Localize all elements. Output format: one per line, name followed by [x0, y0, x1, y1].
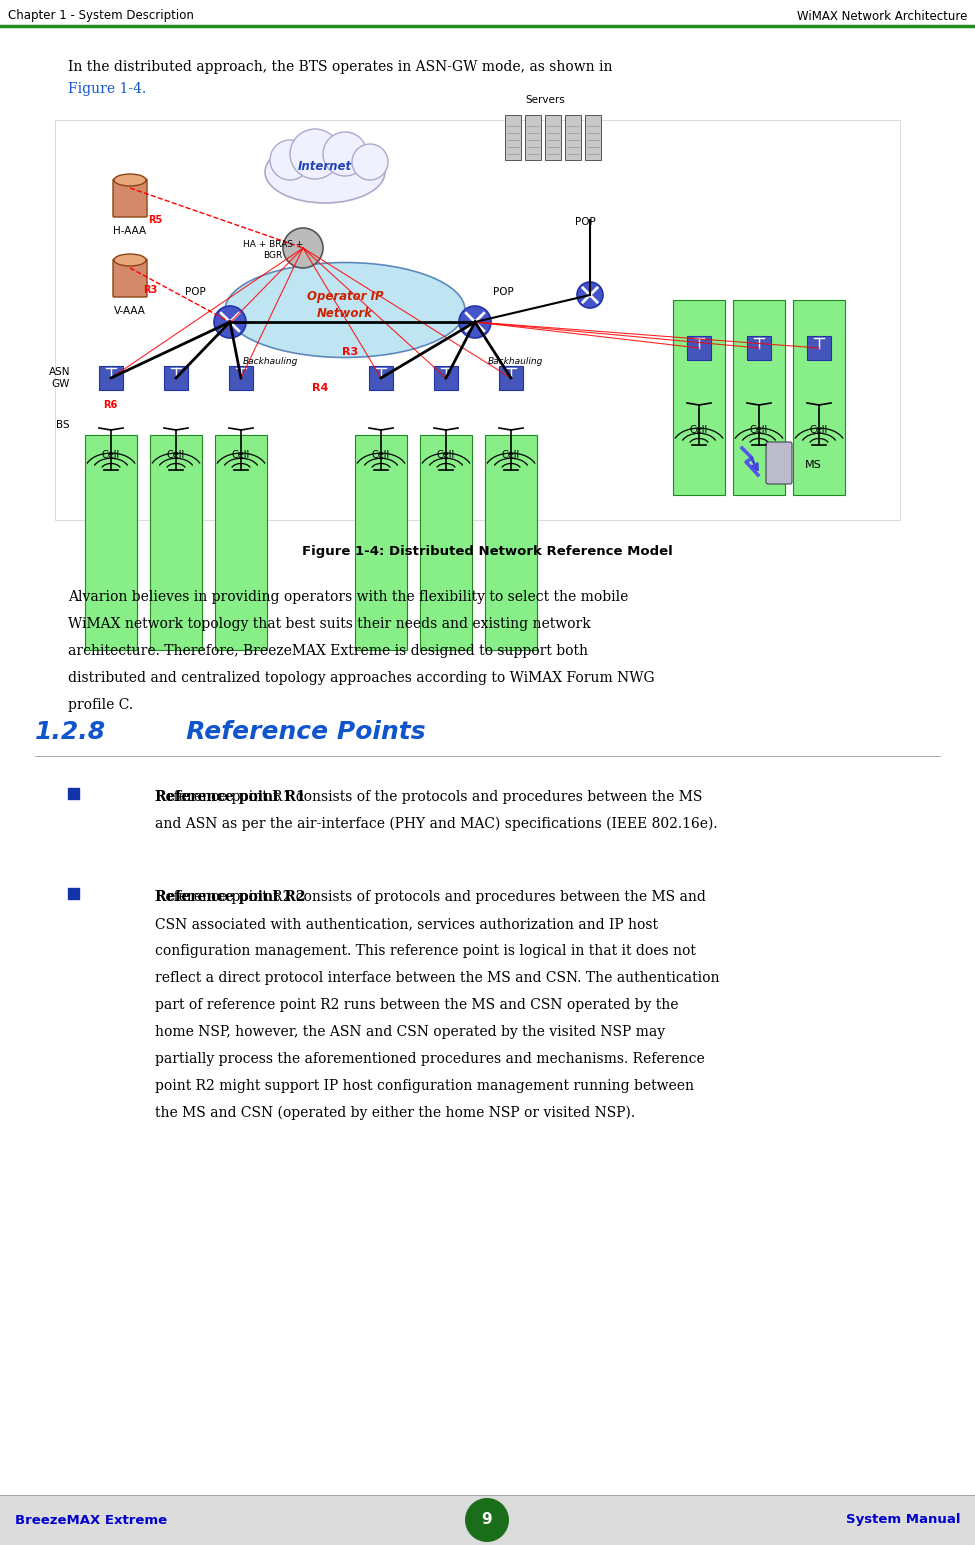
- Text: R5: R5: [148, 215, 162, 226]
- Text: Reference Points: Reference Points: [160, 720, 426, 745]
- Text: R6: R6: [103, 400, 117, 409]
- FancyBboxPatch shape: [113, 260, 147, 297]
- Text: 9: 9: [482, 1513, 492, 1528]
- FancyBboxPatch shape: [229, 366, 253, 389]
- FancyBboxPatch shape: [687, 335, 711, 360]
- FancyBboxPatch shape: [99, 366, 123, 389]
- Text: architecture. Therefore, BreezeMAX Extreme is designed to support both: architecture. Therefore, BreezeMAX Extre…: [68, 644, 588, 658]
- Text: home NSP, however, the ASN and CSN operated by the visited NSP may: home NSP, however, the ASN and CSN opera…: [155, 1024, 665, 1038]
- Text: Internet: Internet: [298, 161, 352, 173]
- Text: Figure 1-4: Distributed Network Reference Model: Figure 1-4: Distributed Network Referenc…: [301, 545, 673, 558]
- Text: V-AAA: V-AAA: [114, 306, 146, 317]
- Circle shape: [577, 283, 603, 307]
- FancyBboxPatch shape: [673, 300, 725, 494]
- Text: BreezeMAX Extreme: BreezeMAX Extreme: [15, 1514, 167, 1526]
- FancyBboxPatch shape: [733, 300, 785, 494]
- Text: Backhauling: Backhauling: [488, 357, 543, 366]
- FancyBboxPatch shape: [807, 335, 831, 360]
- FancyBboxPatch shape: [485, 436, 537, 650]
- Text: R3: R3: [143, 284, 157, 295]
- Text: Cell: Cell: [437, 450, 455, 460]
- Circle shape: [270, 141, 310, 181]
- Text: R4: R4: [312, 383, 329, 392]
- Text: Backhauling: Backhauling: [243, 357, 297, 366]
- Text: distributed and centralized topology approaches according to WiMAX Forum NWG: distributed and centralized topology app…: [68, 671, 654, 684]
- Text: Cell: Cell: [232, 450, 251, 460]
- Text: H-AAA: H-AAA: [113, 226, 146, 236]
- Text: point R2 might support IP host configuration management running between: point R2 might support IP host configura…: [155, 1078, 694, 1092]
- Ellipse shape: [114, 253, 146, 266]
- Text: Reference point R1: Reference point R1: [155, 789, 305, 803]
- Ellipse shape: [114, 175, 146, 185]
- FancyBboxPatch shape: [215, 436, 267, 650]
- FancyBboxPatch shape: [565, 114, 581, 161]
- Circle shape: [352, 144, 388, 181]
- Text: POP: POP: [574, 216, 596, 227]
- FancyBboxPatch shape: [68, 888, 79, 899]
- Text: Cell: Cell: [690, 425, 708, 436]
- Text: BS: BS: [57, 420, 70, 430]
- Text: part of reference point R2 runs between the MS and CSN operated by the: part of reference point R2 runs between …: [155, 998, 679, 1012]
- Text: System Manual: System Manual: [845, 1514, 960, 1526]
- Text: CSN associated with authentication, services authorization and IP host: CSN associated with authentication, serv…: [155, 918, 658, 932]
- FancyBboxPatch shape: [505, 114, 521, 161]
- Text: the MS and CSN (operated by either the home NSP or visited NSP).: the MS and CSN (operated by either the h…: [155, 1106, 635, 1120]
- Circle shape: [323, 131, 367, 176]
- FancyBboxPatch shape: [113, 179, 147, 216]
- Text: Operator IP
Network: Operator IP Network: [307, 290, 383, 320]
- FancyBboxPatch shape: [85, 436, 137, 650]
- Text: MS: MS: [805, 460, 822, 470]
- Text: Cell: Cell: [167, 450, 185, 460]
- Text: ASN
GW: ASN GW: [49, 368, 70, 389]
- Text: Cell: Cell: [750, 425, 768, 436]
- Text: 1.2.8: 1.2.8: [35, 720, 106, 745]
- Circle shape: [465, 1499, 509, 1542]
- Text: Cell: Cell: [101, 450, 120, 460]
- FancyBboxPatch shape: [585, 114, 601, 161]
- FancyBboxPatch shape: [355, 436, 407, 650]
- Text: Chapter 1 - System Description: Chapter 1 - System Description: [8, 9, 194, 23]
- FancyBboxPatch shape: [793, 300, 845, 494]
- FancyBboxPatch shape: [747, 335, 771, 360]
- Text: HA + BRAS +
BGR: HA + BRAS + BGR: [243, 239, 303, 260]
- Text: Figure 1-4.: Figure 1-4.: [68, 82, 146, 96]
- Text: Cell: Cell: [810, 425, 828, 436]
- Text: POP: POP: [184, 287, 206, 297]
- FancyBboxPatch shape: [766, 442, 792, 484]
- Ellipse shape: [225, 263, 465, 357]
- FancyBboxPatch shape: [55, 121, 900, 521]
- Text: Cell: Cell: [371, 450, 390, 460]
- Text: reflect a direct protocol interface between the MS and CSN. The authentication: reflect a direct protocol interface betw…: [155, 970, 720, 986]
- Text: WiMAX network topology that best suits their needs and existing network: WiMAX network topology that best suits t…: [68, 616, 591, 630]
- Text: Reference point R2 consists of protocols and procedures between the MS and: Reference point R2 consists of protocols…: [155, 890, 706, 904]
- FancyBboxPatch shape: [150, 436, 202, 650]
- Text: POP: POP: [492, 287, 514, 297]
- Circle shape: [290, 128, 340, 179]
- Ellipse shape: [265, 141, 385, 202]
- Text: configuration management. This reference point is logical in that it does not: configuration management. This reference…: [155, 944, 696, 958]
- FancyBboxPatch shape: [68, 788, 79, 799]
- FancyBboxPatch shape: [434, 366, 458, 389]
- Text: Reference point R1 consists of the protocols and procedures between the MS: Reference point R1 consists of the proto…: [155, 789, 702, 803]
- Text: and ASN as per the air-interface (PHY and MAC) specifications (IEEE 802.16e).: and ASN as per the air-interface (PHY an…: [155, 817, 718, 831]
- FancyBboxPatch shape: [525, 114, 541, 161]
- Text: R3: R3: [342, 348, 358, 357]
- FancyBboxPatch shape: [545, 114, 561, 161]
- Text: partially process the aforementioned procedures and mechanisms. Reference: partially process the aforementioned pro…: [155, 1052, 705, 1066]
- Text: Reference point R2: Reference point R2: [155, 890, 305, 904]
- Circle shape: [459, 306, 491, 338]
- FancyBboxPatch shape: [499, 366, 523, 389]
- Circle shape: [283, 229, 323, 267]
- Text: Servers: Servers: [526, 94, 565, 105]
- Text: Alvarion believes in providing operators with the flexibility to select the mobi: Alvarion believes in providing operators…: [68, 590, 628, 604]
- FancyBboxPatch shape: [420, 436, 472, 650]
- Circle shape: [214, 306, 246, 338]
- Text: profile C.: profile C.: [68, 698, 134, 712]
- FancyBboxPatch shape: [164, 366, 188, 389]
- FancyBboxPatch shape: [0, 1496, 975, 1545]
- Text: In the distributed approach, the BTS operates in ASN-GW mode, as shown in: In the distributed approach, the BTS ope…: [68, 60, 612, 74]
- FancyBboxPatch shape: [369, 366, 393, 389]
- Text: Cell: Cell: [502, 450, 520, 460]
- Text: WiMAX Network Architecture: WiMAX Network Architecture: [797, 9, 967, 23]
